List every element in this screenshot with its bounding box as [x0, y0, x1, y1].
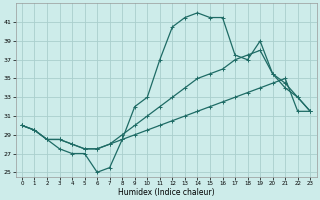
X-axis label: Humidex (Indice chaleur): Humidex (Indice chaleur) — [118, 188, 214, 197]
